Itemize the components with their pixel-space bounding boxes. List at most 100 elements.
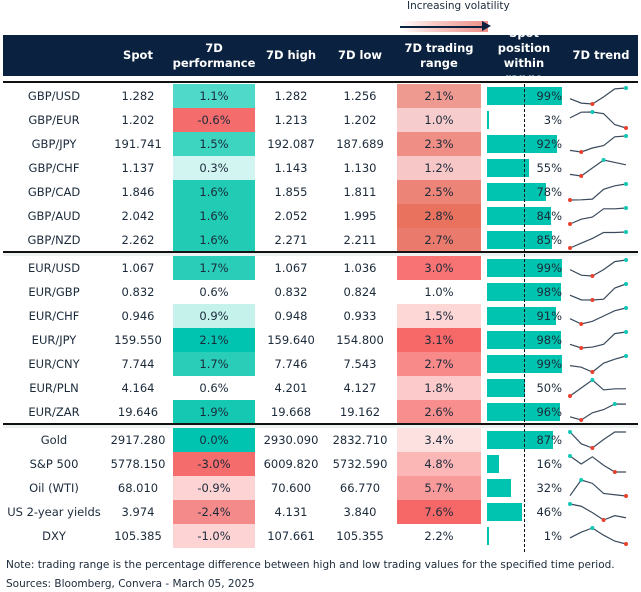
trend-line	[569, 479, 627, 497]
trend-max-marker	[624, 354, 628, 358]
trend-sparkline	[569, 110, 628, 130]
spot-value: 2917.280	[110, 433, 166, 447]
instrument-name: EUR/CNY	[28, 357, 80, 371]
header-performance: 7D performance	[172, 40, 256, 70]
position-value: 85%	[536, 233, 562, 247]
table-row: GBP/NZD 2.262 1.6% 2.271 2.211 2.7% 85%	[3, 228, 638, 252]
range-value: 3.0%	[397, 256, 481, 280]
header-low: 7D low	[337, 48, 383, 62]
spot-value: 0.832	[121, 285, 155, 299]
high-value: 19.668	[270, 405, 312, 419]
trend-line	[569, 527, 627, 545]
table-row: EUR/ZAR 19.646 1.9% 19.668 19.162 2.6% 96%	[3, 400, 638, 424]
table-row: EUR/GBP 0.832 0.6% 0.832 0.824 1.0% 98%	[3, 280, 638, 304]
table-row: DXY 105.385 -1.0% 107.661 105.355 2.2% 1%	[3, 524, 638, 548]
trend-min-marker	[568, 198, 572, 202]
instrument-name: EUR/JPY	[31, 333, 77, 347]
trend-max-marker	[612, 402, 617, 406]
position-bar	[487, 159, 529, 177]
trend-line	[569, 379, 626, 397]
trend-line	[569, 135, 627, 153]
position-bar	[487, 183, 547, 201]
low-value: 0.824	[343, 285, 377, 299]
section-divider	[3, 423, 638, 428]
table-row: US 2-year yields 3.974 -2.4% 4.131 3.840 7.6%…	[3, 500, 638, 524]
trend-line	[569, 503, 627, 521]
header-divider	[3, 81, 638, 83]
performance-value: -1.0%	[173, 524, 255, 548]
midpoint-line	[524, 84, 525, 552]
instrument-name: GBP/AUD	[27, 209, 81, 223]
table-row: EUR/PLN 4.164 0.6% 4.201 4.127 1.8% 50%	[3, 376, 638, 400]
low-value: 3.840	[343, 505, 377, 519]
spot-value: 1.137	[121, 161, 155, 175]
position-bar	[487, 207, 551, 225]
table-row: EUR/JPY 159.550 2.1% 159.640 154.800 3.1% 98%	[3, 328, 638, 352]
high-value: 2.052	[274, 209, 308, 223]
position-bar	[487, 307, 557, 325]
instrument-name: GBP/CHF	[28, 161, 80, 175]
trend-line	[569, 455, 626, 473]
range-value: 1.0%	[397, 108, 481, 132]
low-value: 0.933	[343, 309, 377, 323]
performance-value: 1.7%	[173, 256, 255, 280]
position-value: 87%	[536, 433, 562, 447]
high-value: 1.282	[274, 89, 308, 103]
range-value: 2.7%	[397, 228, 481, 252]
trend-max-marker	[624, 206, 628, 210]
position-bar	[487, 403, 560, 421]
trend-min-marker	[590, 274, 595, 278]
instrument-name: US 2-year yields	[7, 505, 101, 519]
spot-value: 3.974	[121, 505, 155, 519]
trend-max-marker	[624, 282, 628, 286]
table-row: Gold 2917.280 0.0% 2930.090 2832.710 3.4% 87%	[3, 428, 638, 452]
performance-value: 1.1%	[173, 84, 255, 108]
trend-min-marker	[624, 126, 628, 130]
trend-min-marker	[568, 246, 572, 250]
high-value: 2.271	[274, 233, 308, 247]
high-value: 0.832	[274, 285, 308, 299]
performance-value: -3.0%	[173, 452, 255, 476]
high-value: 6009.820	[263, 457, 319, 471]
spot-value: 1.282	[121, 89, 155, 103]
performance-value: 0.6%	[173, 280, 255, 304]
position-value: 55%	[536, 161, 562, 175]
trend-line	[569, 355, 627, 373]
instrument-name: GBP/CAD	[27, 185, 81, 199]
trend-max-marker	[568, 454, 572, 458]
performance-value: 1.9%	[173, 400, 255, 424]
position-bar	[487, 527, 489, 545]
instrument-name: EUR/CHF	[28, 309, 80, 323]
low-value: 1.256	[343, 89, 377, 103]
trend-max-marker	[624, 306, 628, 310]
trend-line	[569, 283, 627, 301]
trend-max-marker	[579, 478, 584, 482]
trend-min-marker	[568, 222, 572, 226]
trend-max-marker	[568, 502, 572, 506]
instrument-name: DXY	[42, 529, 66, 543]
table-row: GBP/CHF 1.137 0.3% 1.143 1.130 1.2% 55%	[3, 156, 638, 180]
performance-value: 0.6%	[173, 376, 255, 400]
trend-max-marker	[624, 330, 628, 334]
footer-sources: Sources: Bloomberg, Convera - March 05, …	[6, 578, 255, 590]
low-value: 2.211	[343, 233, 377, 247]
performance-value: 1.6%	[173, 180, 255, 204]
high-value: 1.143	[274, 161, 308, 175]
instrument-name: EUR/USD	[27, 261, 81, 275]
position-value: 46%	[536, 505, 562, 519]
trend-sparkline	[568, 378, 626, 398]
trend-sparkline	[569, 306, 628, 326]
performance-value: 1.6%	[173, 228, 255, 252]
position-bar	[487, 111, 490, 129]
trend-sparkline	[569, 258, 628, 278]
high-value: 70.600	[270, 481, 312, 495]
high-value: 107.661	[267, 529, 315, 543]
low-value: 1.995	[343, 209, 377, 223]
position-value: 96%	[536, 405, 562, 419]
instrument-name: EUR/PLN	[29, 381, 79, 395]
range-value: 1.0%	[397, 280, 481, 304]
trend-max-marker	[568, 430, 572, 434]
spot-value: 1.846	[121, 185, 155, 199]
range-value: 3.4%	[397, 428, 481, 452]
trend-min-marker	[579, 174, 584, 178]
